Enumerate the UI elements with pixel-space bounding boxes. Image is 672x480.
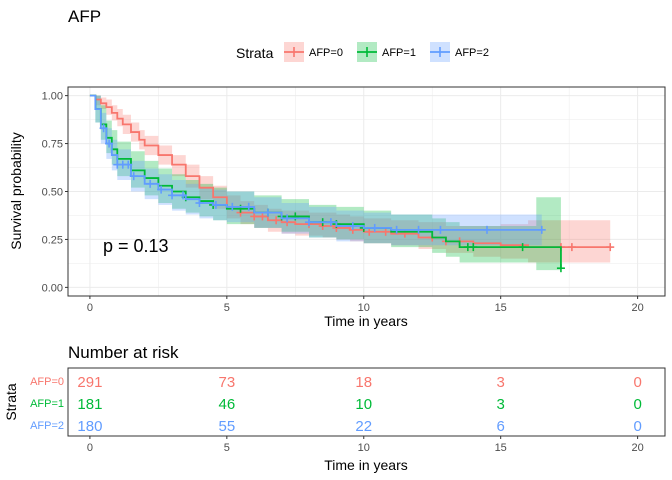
censor-mark	[99, 124, 108, 133]
y-tick-label: 0.00	[42, 282, 63, 294]
x-tick-label: 10	[358, 302, 370, 314]
risk-table-panel: AFP=0 291 73 18 3 0 AFP=1 181 46 10 3 0 AFP=2 180 55 22…	[30, 367, 666, 454]
legend-item-series-1: AFP=1	[357, 42, 416, 62]
risk-cell: 3	[497, 396, 505, 413]
risk-x-tick-label: 0	[87, 442, 93, 454]
km-plot-panel: 0 5 10 15 20 0.00 0.25 0.50 0.75 1.00 p = 0.13	[42, 86, 666, 314]
risk-cell: 3	[497, 374, 505, 391]
risk-cell: 180	[77, 418, 102, 435]
risk-cell: 55	[218, 418, 235, 435]
risk-row-label: AFP=1	[30, 398, 64, 410]
ci-band-series-1	[89, 95, 561, 282]
risk-x-tick-label: 10	[358, 442, 370, 454]
x-tick-label: 20	[631, 302, 643, 314]
y-tick-label: 0.25	[42, 234, 63, 246]
censor-mark	[381, 227, 390, 236]
legend-title: Strata	[236, 45, 274, 61]
censor-mark	[283, 214, 292, 223]
censor-mark	[179, 191, 188, 200]
risk-cell: 0	[633, 418, 641, 435]
legend-label: AFP=1	[382, 47, 416, 59]
censor-mark	[211, 200, 220, 209]
risk-cell: 291	[77, 374, 102, 391]
ci-band-series-2	[89, 95, 542, 246]
censor-mark	[348, 222, 357, 231]
censor-mark	[168, 191, 177, 200]
legend-item-series-2: AFP=2	[430, 42, 489, 62]
censor-mark	[124, 160, 133, 169]
risk-x-tick-label: 5	[224, 442, 230, 454]
censor-mark	[326, 218, 335, 227]
risk-row-label: AFP=2	[30, 420, 64, 432]
risk-cell: 6	[497, 418, 505, 435]
risk-table-border	[67, 367, 666, 437]
censor-mark	[370, 223, 379, 232]
censor-mark	[105, 139, 114, 148]
x-tick-label: 15	[495, 302, 507, 314]
censor-mark	[436, 225, 445, 234]
censor-mark	[567, 243, 576, 252]
risk-x-tick-label: 15	[495, 442, 507, 454]
risk-table-title: Number at risk	[68, 343, 179, 362]
x-tick-label: 5	[224, 302, 230, 314]
censor-mark	[365, 227, 374, 236]
risk-y-axis-title: Strata	[3, 383, 19, 421]
risk-cell: 10	[355, 396, 372, 413]
censor-mark	[157, 185, 166, 194]
risk-cell: 0	[633, 374, 641, 391]
censor-mark	[304, 218, 313, 227]
chart-title: AFP	[68, 7, 101, 26]
p-value-annotation: p = 0.13	[103, 236, 169, 256]
risk-x-tick-label: 20	[631, 442, 643, 454]
grid	[68, 87, 665, 296]
legend: Strata AFP=0 AFP=1 AFP=2	[236, 42, 489, 62]
risk-cell: 22	[355, 418, 372, 435]
y-tick-label: 0.50	[42, 187, 63, 199]
censor-mark	[228, 202, 237, 211]
censor-mark	[414, 225, 423, 234]
censor-mark	[195, 199, 204, 208]
censor-mark	[263, 208, 272, 217]
risk-cell: 18	[355, 374, 372, 391]
censor-mark	[556, 264, 565, 273]
censor-mark	[258, 212, 267, 221]
censor-mark	[606, 243, 615, 252]
legend-label: AFP=0	[309, 47, 343, 59]
legend-label: AFP=2	[455, 47, 489, 59]
risk-cell: 181	[77, 396, 102, 413]
risk-cell: 0	[633, 396, 641, 413]
censor-mark	[482, 225, 491, 234]
censor-mark	[272, 216, 281, 225]
y-tick-label: 0.75	[42, 139, 63, 151]
risk-cell: 73	[218, 374, 235, 391]
censor-mark	[537, 225, 546, 234]
risk-x-axis-title: Time in years	[324, 457, 408, 473]
censor-mark	[129, 172, 138, 181]
censor-mark	[250, 212, 259, 221]
y-tick-label: 1.00	[42, 91, 63, 103]
censor-mark	[469, 243, 478, 252]
censor-mark	[518, 243, 527, 252]
x-axis-title: Time in years	[324, 313, 408, 329]
censor-mark	[146, 179, 155, 188]
risk-row-label: AFP=0	[30, 376, 64, 388]
risk-cell: 46	[218, 396, 235, 413]
censor-mark	[244, 202, 253, 211]
legend-item-series-0: AFP=0	[284, 42, 343, 62]
x-tick-label: 0	[87, 302, 93, 314]
censor-mark	[392, 225, 401, 234]
y-axis-title: Survival probability	[8, 132, 24, 250]
